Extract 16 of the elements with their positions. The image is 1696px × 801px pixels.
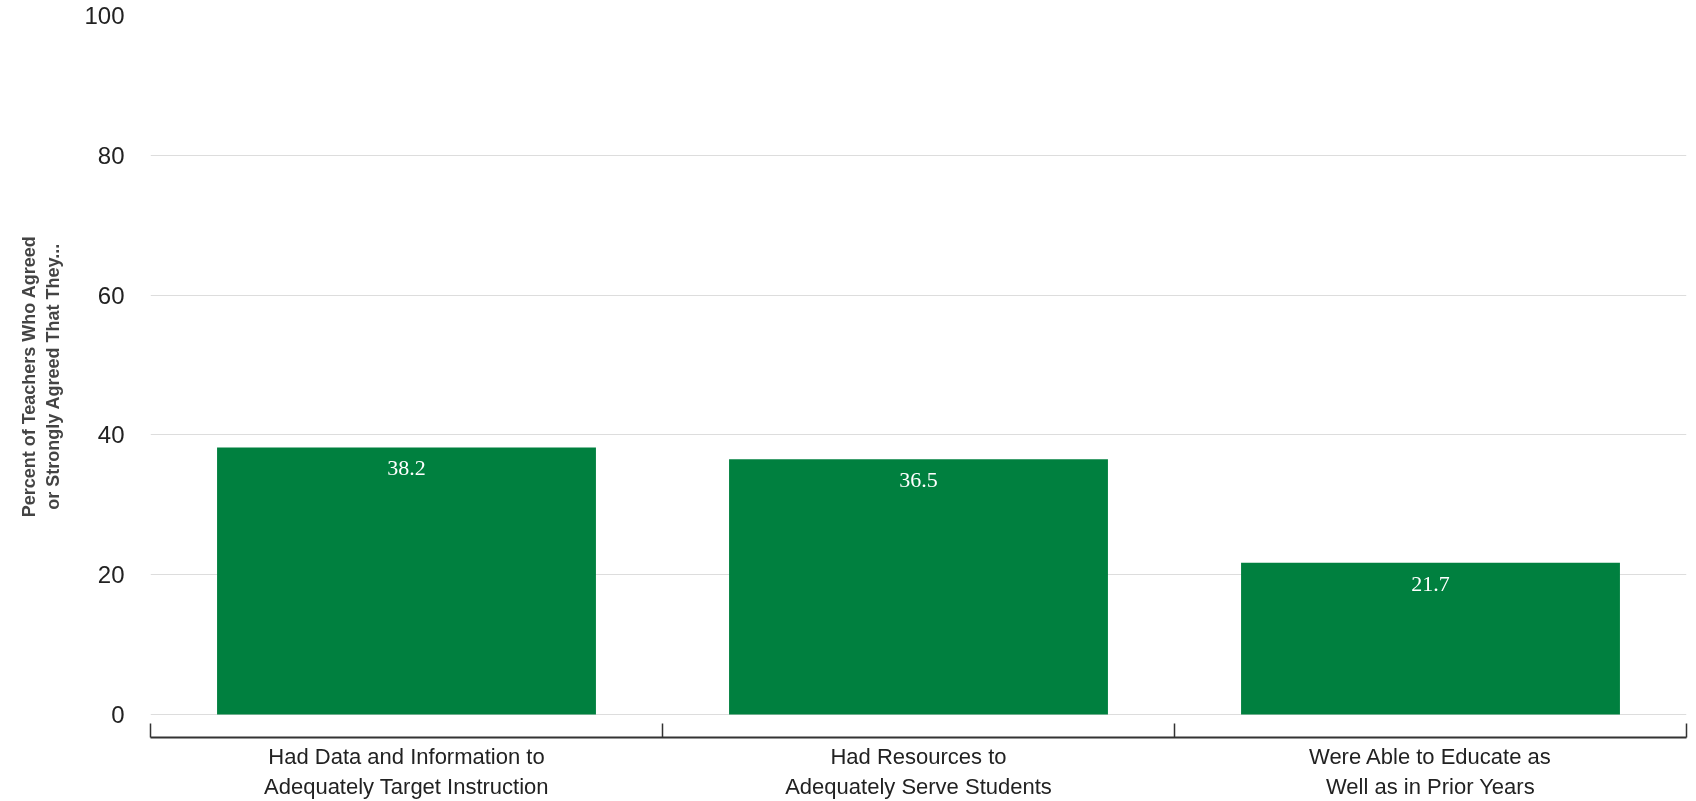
bar (729, 459, 1108, 715)
y-tick-label: 60 (97, 281, 125, 309)
data-label: 38.2 (387, 455, 426, 481)
y-tick-label: 40 (97, 421, 125, 449)
bar (1241, 562, 1620, 715)
x-tick-label: Were Able to Educate as Well as in Prior Years (1309, 743, 1551, 799)
y-tick-label: 20 (97, 561, 125, 589)
bar (217, 447, 596, 715)
y-tick-label: 0 (111, 700, 125, 728)
data-label: 36.5 (899, 467, 938, 493)
x-tick-label: Had Data and Information to Adequately Target Instruction (264, 743, 549, 799)
y-axis-title: Percent of Teachers Who Agreed or Strongly Agreed That They... (19, 236, 64, 518)
x-tick-label: Had Resources to Adequately Serve Students (785, 743, 1052, 799)
y-tick-label: 100 (84, 2, 125, 29)
y-tick-label: 80 (97, 141, 125, 169)
data-label: 21.7 (1411, 570, 1450, 596)
